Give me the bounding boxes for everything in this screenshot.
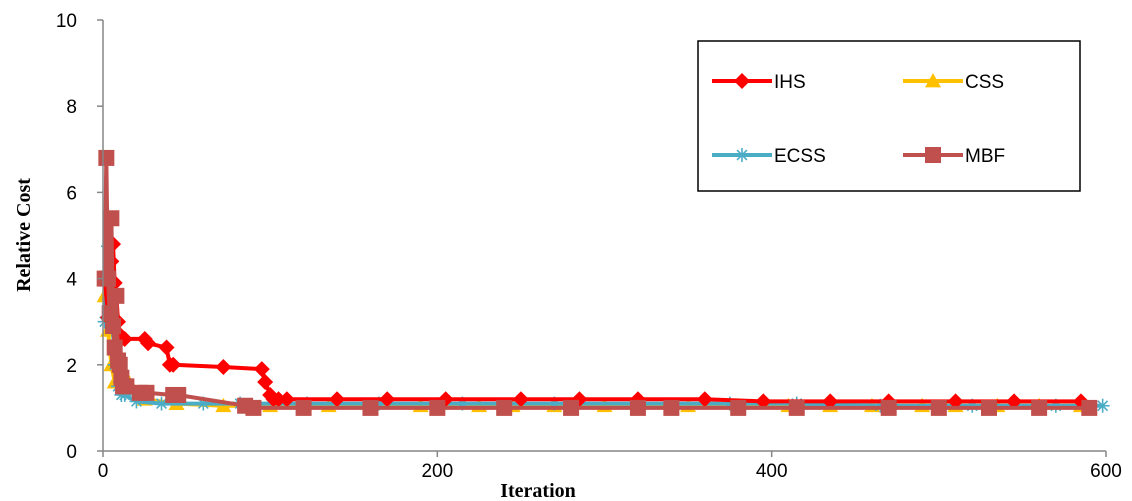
legend-item-css: CSS [903,72,1004,93]
data-point-mbf [663,399,680,416]
legend-item-mbf: MBF [903,146,1005,167]
data-point-ihs [165,356,182,373]
data-point-ihs [278,391,295,408]
data-point-mbf [629,399,646,416]
data-point-mbf [118,378,135,395]
data-point-ihs [158,339,175,356]
data-point-mbf [295,399,312,416]
data-point-mbf [138,384,155,401]
y-tick-label: 2 [66,356,77,377]
data-point-mbf [103,210,120,227]
x-axis-title: Iteration [500,480,576,501]
data-point-ihs [947,393,964,410]
axes [102,20,1106,452]
data-point-mbf [1081,399,1098,416]
legend-label: ECSS [774,146,826,167]
data-point-ihs [1006,393,1023,410]
data-point-ihs [822,393,839,410]
data-point-mbf [880,399,897,416]
y-axis-title: Relative Cost [13,178,35,292]
legend-marker-ecss [735,148,749,162]
data-point-ecss [154,396,169,411]
data-point-mbf [496,399,513,416]
legend-item-ecss: ECSS [712,146,826,167]
data-point-ihs [379,391,396,408]
legend: IHS CSS ECSS MBF [697,40,1081,192]
series-layer [96,149,1110,416]
data-point-mbf [108,287,125,304]
legend-marker-mbf [925,147,941,163]
legend-marker-ihs [734,73,750,89]
legend-label: MBF [965,146,1005,167]
data-point-mbf [429,399,446,416]
data-point-ihs [140,335,157,352]
data-point-mbf [245,399,262,416]
data-point-mbf [98,149,115,166]
data-point-mbf [730,399,747,416]
x-tick-label: 600 [1090,461,1122,482]
data-point-mbf [980,399,997,416]
data-point-mbf [101,305,118,322]
legend-box [697,40,1081,192]
series-line-ihs [102,242,1081,404]
data-point-mbf [563,399,580,416]
data-point-mbf [930,399,947,416]
legend-marker-css [925,73,941,88]
data-point-ihs [512,391,529,408]
legend-label: CSS [965,72,1004,93]
x-tick-label: 200 [421,461,453,482]
data-point-mbf [105,318,122,335]
data-point-ihs [270,391,287,408]
series-ecss [97,239,1110,413]
data-point-mbf [362,399,379,416]
data-point-ihs [257,374,274,391]
x-tick-label: 0 [98,461,109,482]
data-point-mbf [788,399,805,416]
data-point-mbf [100,270,117,287]
data-point-ihs [253,361,270,378]
y-tick-label: 0 [66,442,77,463]
series-line-ecss [102,244,1103,408]
y-tick-label: 10 [56,11,77,32]
series-css [96,287,1089,413]
series-mbf [96,149,1098,416]
series-ihs [96,236,1089,410]
series-line-css [102,295,1081,408]
data-point-ihs [696,391,713,408]
data-point-mbf [106,339,123,356]
data-point-ecss [1095,398,1110,413]
data-point-mbf [170,386,187,403]
data-point-ihs [215,358,232,375]
legend-label: IHS [774,72,806,93]
legend-item-ihs: IHS [712,72,806,93]
y-tick-label: 4 [66,270,77,291]
data-point-ihs [329,391,346,408]
y-tick-label: 6 [66,183,77,204]
data-point-ihs [755,393,772,410]
data-point-mbf [111,356,128,373]
data-point-mbf [1031,399,1048,416]
x-tick-label: 400 [756,461,788,482]
y-tick-label: 8 [66,97,77,118]
